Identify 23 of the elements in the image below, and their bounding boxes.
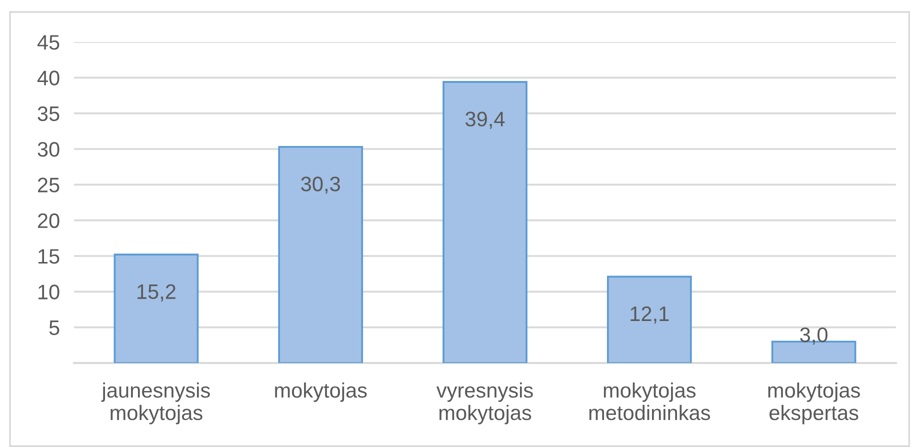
y-tick-label: 20 (38, 213, 60, 228)
y-tick-label: 5 (49, 320, 60, 336)
x-tick-label: jaunesnysis mokytojas (101, 382, 210, 424)
y-tick-label: 40 (37, 70, 60, 86)
bar (114, 254, 199, 363)
x-tick-label: mokytojas (275, 382, 367, 402)
x-tick-label: mokytojas metodininkas (589, 382, 710, 420)
bar (278, 146, 364, 363)
x-tick-label: vyresnysis mokytojas (436, 382, 533, 424)
y-tick-label: 15 (38, 249, 60, 264)
bar (606, 276, 692, 363)
y-tick-label: 25 (38, 178, 60, 192)
data-label: 30,3 (301, 176, 340, 194)
x-tick-label: mokytojas ekspertas (768, 382, 860, 424)
data-label: 12,1 (630, 306, 669, 324)
data-label: 39,4 (466, 112, 505, 129)
data-label: 3,0 (800, 327, 828, 345)
y-tick-label: 30 (38, 142, 60, 157)
y-tick-label: 10 (38, 284, 60, 300)
y-tick-label: 45 (37, 35, 60, 50)
y-tick-label: 35 (38, 106, 60, 122)
data-label: 15,2 (138, 284, 176, 302)
bar (442, 81, 528, 363)
